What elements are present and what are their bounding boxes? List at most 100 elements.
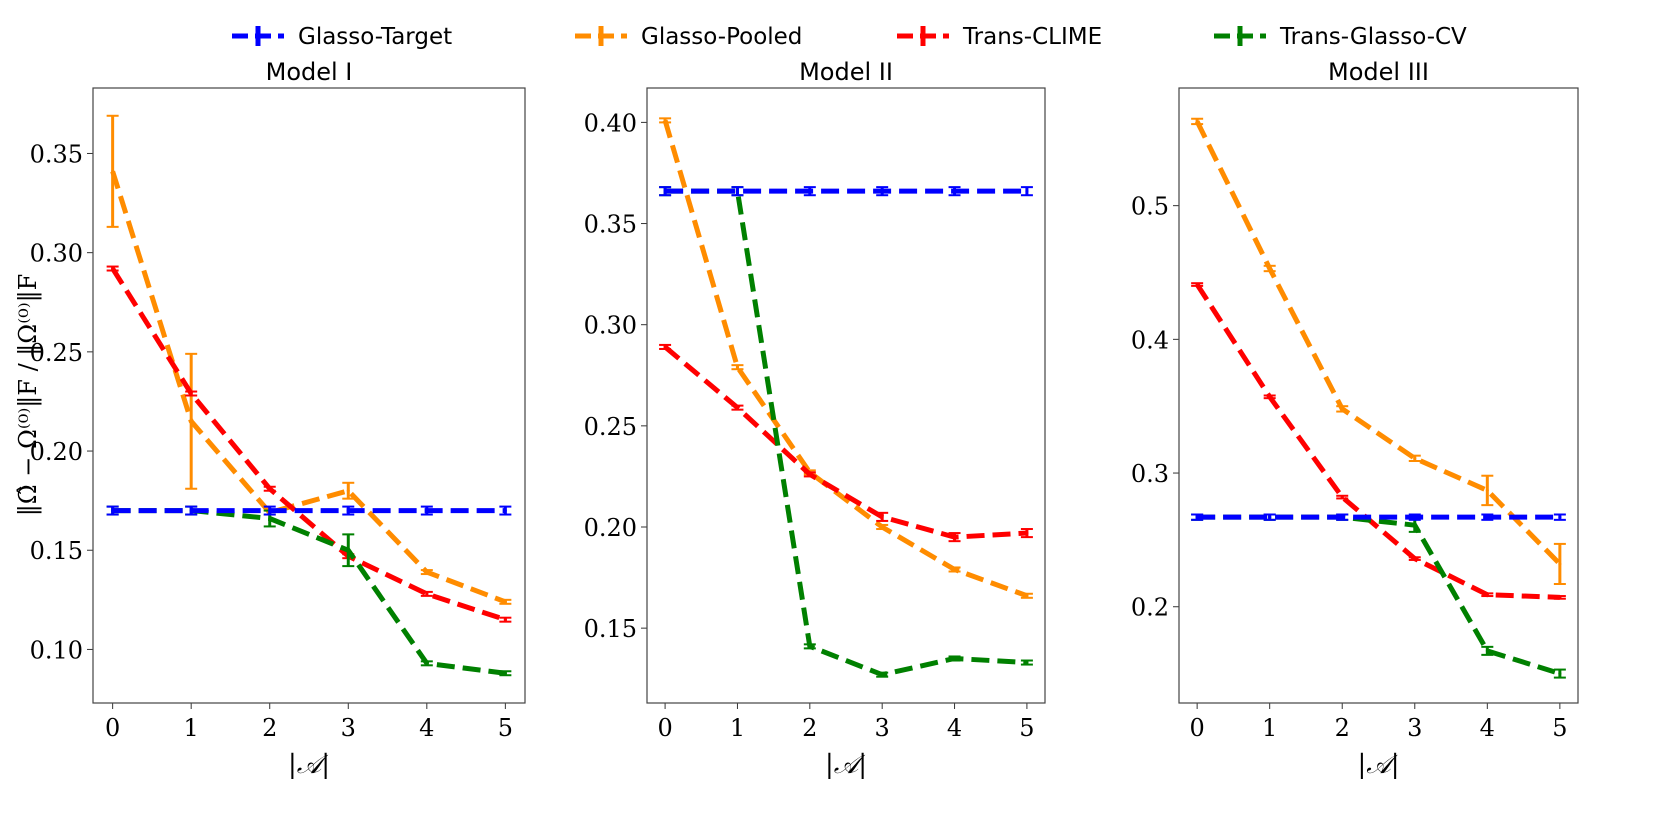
data-point [808,472,812,476]
data-point [346,548,350,552]
data-point [268,509,272,513]
data-point [1340,407,1344,411]
series-line [112,508,506,676]
panel-title: Model II [799,58,893,86]
data-point [663,189,667,193]
data-point [1558,562,1562,566]
axes-frame [1178,87,1579,704]
y-tick-label: 0.25 [584,413,637,441]
data-point [953,189,957,193]
series-line [1195,283,1560,600]
legend: Glasso-Target Glasso-Pooled Trans-CLIME Tra… [232,24,1467,50]
data-point [503,600,507,604]
y-tick-label: 0.5 [1131,193,1169,221]
data-point [425,509,429,513]
legend-label: Glasso-Target [298,24,452,50]
x-tick-label: 1 [184,714,199,742]
data-point [1025,594,1029,598]
data-point [268,517,272,520]
data-point [1413,523,1417,527]
series-glasso-pooled [106,114,512,605]
x-tick-label: 5 [498,714,513,742]
data-point [953,535,957,539]
data-point [111,509,115,513]
axes-frame [646,87,1046,704]
data-point [1195,515,1199,519]
x-tick-label: 3 [1407,714,1422,742]
data-point [189,509,193,513]
series-line [662,119,1028,599]
data-point [1413,557,1417,561]
data-point [1558,515,1562,519]
data-point [503,509,507,513]
data-point [425,570,429,574]
y-tick-label: 0.20 [30,438,83,466]
data-point [880,189,884,193]
data-point [808,644,812,648]
x-tick-label: 3 [875,714,890,742]
y-tick-label: 0.15 [30,537,83,565]
data-point [1025,661,1029,665]
data-point [1485,488,1489,492]
legend-label: Trans-CLIME [962,24,1102,50]
y-tick-label: 0.25 [30,339,83,367]
x-tick-label: 4 [419,714,434,742]
panel-title: Model I [266,58,353,86]
data-point [953,656,957,660]
data-point [1340,495,1344,499]
data-point [953,567,957,571]
panel-3: Model III 0.2 0.3 0.4 0.5 0 1 2 3 4 5 |𝒜| [1131,58,1579,780]
x-tick-label: 2 [802,714,817,742]
x-tick-label: 2 [262,714,277,742]
y-tick-label: 0.15 [584,615,637,643]
panels: Model I0.100.150.200.250.300.350 1 2 3 4 5|𝒜|… [30,58,1579,780]
y-axis-label: ‖Ω̂ − Ω⁽⁰⁾‖F / ‖Ω⁽⁰⁾‖F [14,274,43,517]
x-tick-label: 1 [730,714,745,742]
data-point [1485,649,1489,653]
series-line [663,345,1028,540]
y-tick-label: 0.40 [584,109,637,137]
y-tick-label: 0.4 [1131,326,1169,354]
series-trans-clime [659,343,1033,543]
x-tick-label: 2 [1335,714,1350,742]
data-point [189,419,193,423]
data-point [663,118,667,122]
data-point [1485,593,1489,597]
data-point [1025,189,1029,193]
data-point [1340,515,1344,519]
legend-label: Trans-Glasso-CV [1279,24,1467,50]
y-tick-label: 0.30 [30,240,83,268]
data-point [189,392,193,396]
y-tick-label: 0.10 [30,636,83,664]
y-tick-label: 0.35 [584,211,637,239]
data-point [425,661,429,665]
data-point [503,618,507,622]
legend-item-glasso-pooled: Glasso-Pooled [575,24,802,50]
series-glasso-pooled [659,117,1033,599]
series-glasso-target [659,186,1033,197]
data-point [1025,531,1029,535]
data-point [663,345,667,349]
data-point [1558,595,1562,599]
data-point [503,671,507,675]
x-tick-label: 5 [1552,714,1567,742]
y-tick-label: 0.30 [584,312,637,340]
series-line [110,170,507,605]
data-point [1558,672,1562,676]
x-tick-label: 4 [1480,714,1495,742]
series-line [110,267,507,623]
data-point [111,169,115,173]
legend-item-glasso-target: Glasso-Target [232,24,452,50]
data-point [880,673,884,677]
x-tick-label: 0 [657,714,672,742]
data-point [735,365,739,369]
data-point [1413,515,1417,519]
y-tick-label: 0.20 [584,514,637,542]
series-glasso-pooled [1191,117,1566,586]
panel-title: Model III [1328,58,1429,86]
data-point [1268,266,1272,270]
data-point [735,406,739,410]
data-point [1268,395,1272,399]
data-point [1413,456,1417,460]
